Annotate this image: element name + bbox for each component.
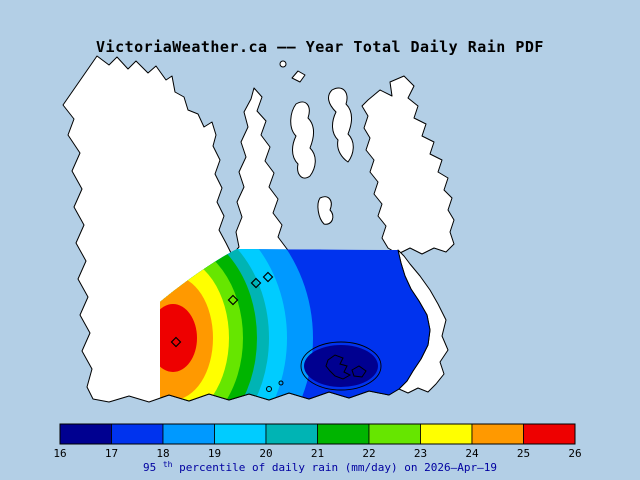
northeast-landmass — [361, 75, 455, 255]
colorbar-segment-1 — [59, 423, 112, 445]
colorbar-tick-24: 24 — [465, 447, 479, 460]
caption-value: 95 — [143, 461, 156, 474]
colorbar-segment-4 — [214, 423, 267, 445]
small-island-1 — [325, 354, 352, 380]
colorbar-tick-22: 22 — [362, 447, 375, 460]
contour-band-25-26 — [160, 304, 197, 372]
station-marker-2 — [227, 294, 239, 306]
colorbar-caption: 95 th percentile of daily rain (mm/day) … — [143, 457, 497, 474]
island-c — [317, 196, 334, 225]
colorbar-tick-18: 18 — [156, 447, 169, 460]
colorbar-segment-6 — [317, 423, 370, 445]
colorbar-tick-25: 25 — [517, 447, 530, 460]
islet-south-1 — [266, 386, 272, 392]
islet-north-2 — [279, 60, 287, 68]
contour-min-16-17 — [304, 345, 378, 387]
station-markers — [170, 271, 274, 348]
colorbar-tick-23: 23 — [414, 447, 427, 460]
station-marker-4 — [262, 271, 274, 283]
colorbar-segment-2 — [111, 423, 164, 445]
station-marker-1 — [170, 336, 182, 348]
colorbar-tick-16: 16 — [53, 447, 66, 460]
colorbar-segment-7 — [368, 423, 421, 445]
colorbar-segment-9 — [471, 423, 524, 445]
colorbar-tick-19: 19 — [208, 447, 221, 460]
colorbar-tick-20: 20 — [259, 447, 272, 460]
colorbar-frame — [59, 423, 576, 445]
colorbar-tick-17: 17 — [105, 447, 118, 460]
small-island-2 — [351, 365, 367, 378]
colorbar-segment-3 — [162, 423, 215, 445]
colorbar-segment-5 — [265, 423, 318, 445]
caption-ordinal: th — [163, 460, 173, 469]
caption-text: percentile of daily rain (mm/day) on 202… — [179, 461, 497, 474]
coastline-overlay — [159, 249, 431, 402]
station-marker-3 — [250, 277, 262, 289]
colorbar-segment-8 — [420, 423, 473, 445]
island-b — [328, 87, 354, 163]
colorbar: 16 17 18 19 20 21 22 23 24 25 26 95 th p… — [53, 423, 582, 474]
contour-line-17 — [300, 341, 382, 391]
colorbar-tick-21: 21 — [311, 447, 324, 460]
colorbar-segment-10 — [523, 423, 576, 445]
plot-title: VictoriaWeather.ca –– Year Total Daily R… — [96, 38, 544, 56]
island-a — [290, 101, 316, 179]
islet-south-2 — [278, 380, 284, 386]
islet-north-1 — [291, 70, 306, 83]
colorbar-tick-26: 26 — [568, 447, 581, 460]
